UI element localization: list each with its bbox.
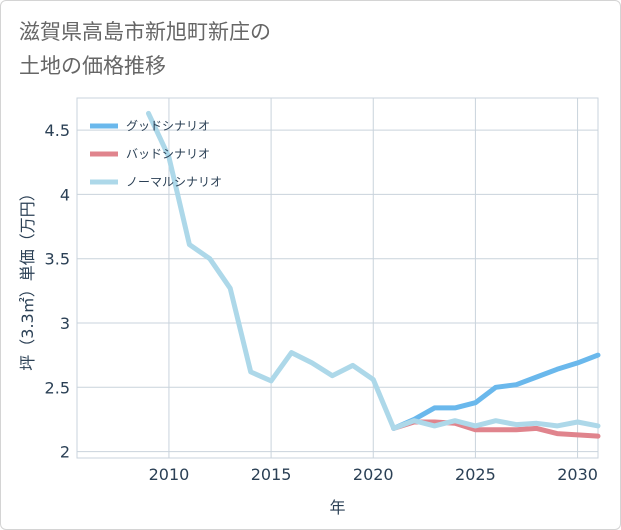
y-tick-label: 2.5 [45, 378, 70, 397]
y-tick-label: 2 [60, 443, 70, 462]
y-axis-title: 坪（3.3㎡）単価（万円） [18, 185, 37, 370]
legend-label: ノーマルシナリオ [126, 175, 222, 189]
x-tick-label: 2015 [251, 465, 292, 484]
x-tick-label: 2010 [149, 465, 190, 484]
grid-lines [76, 97, 599, 459]
y-tick-label: 3.5 [45, 250, 70, 269]
legend-label: バッドシナリオ [126, 147, 210, 161]
y-tick-label: 3 [60, 314, 70, 333]
series-line-3 [146, 110, 601, 431]
y-tick-label: 4 [60, 185, 70, 204]
x-tick-label: 2025 [455, 465, 496, 484]
plot-area-border [76, 97, 599, 459]
chart-title: 滋賀県高島市新旭町新庄の 土地の価格推移 [19, 15, 579, 83]
chart-title-line-1: 滋賀県高島市新旭町新庄の [19, 20, 271, 44]
tick-labels: 2010 2015 2020 2025 2030 2 2.5 3 3.5 4 4.5 [45, 121, 598, 484]
y-tick-label: 4.5 [45, 121, 70, 140]
x-axis-title: 年 [329, 498, 345, 517]
series-lines [146, 110, 601, 439]
chart-title-line-2: 土地の価格推移 [19, 54, 166, 78]
series-line-1 [391, 352, 601, 431]
x-tick-label: 2020 [353, 465, 394, 484]
x-tick-label: 2030 [557, 465, 598, 484]
legend-label: グッドシナリオ [126, 119, 210, 133]
